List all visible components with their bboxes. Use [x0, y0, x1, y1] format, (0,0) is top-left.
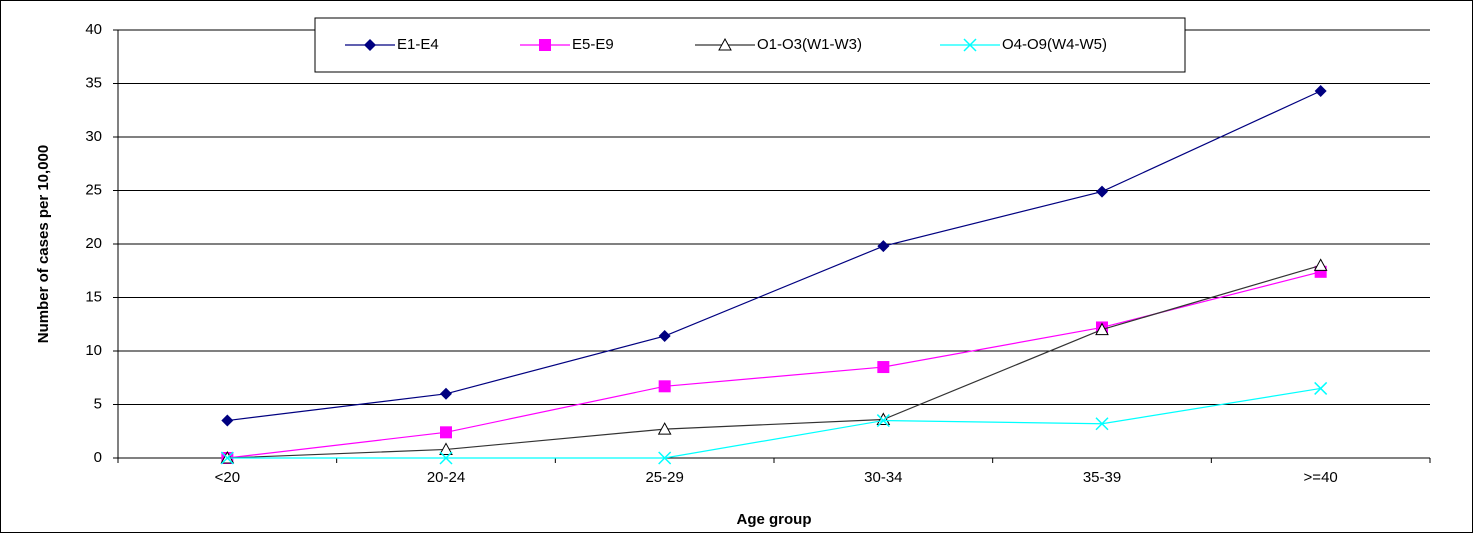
legend-label: E5-E9: [572, 36, 614, 53]
x-tick-label: 20-24: [427, 469, 465, 486]
y-tick-label: 15: [85, 288, 102, 305]
series-line: [227, 387, 1321, 459]
marker: [1096, 185, 1108, 198]
y-tick-label: 30: [85, 128, 102, 145]
marker: [440, 426, 452, 439]
marker: [1314, 381, 1328, 395]
marker: [657, 422, 672, 435]
y-tick-label: 0: [94, 449, 102, 466]
y-tick-label: 10: [85, 342, 102, 359]
legend-label: E1-E4: [397, 36, 439, 53]
marker: [1095, 417, 1109, 431]
marker: [439, 442, 453, 455]
marker: [439, 451, 453, 465]
marker: [658, 451, 672, 465]
marker: [877, 240, 890, 253]
marker: [364, 39, 376, 51]
marker: [876, 414, 890, 428]
marker: [220, 451, 234, 465]
marker: [221, 414, 234, 427]
marker: [1095, 322, 1109, 336]
y-tick-label: 25: [85, 181, 102, 198]
x-tick-label: <20: [215, 469, 240, 486]
marker: [963, 38, 977, 52]
x-tick-label: 25-29: [645, 469, 683, 486]
y-axis-title: Number of cases per 10,000: [35, 145, 52, 343]
marker: [1314, 84, 1327, 97]
marker: [539, 39, 551, 51]
series-line: [227, 90, 1321, 422]
series-line: [227, 264, 1321, 459]
x-tick-label: 35-39: [1083, 469, 1121, 486]
y-tick-label: 40: [85, 21, 102, 38]
y-tick-label: 5: [94, 395, 102, 412]
y-tick-label: 20: [85, 235, 102, 252]
legend-label: O1-O3(W1-W3): [757, 36, 862, 53]
marker: [1313, 258, 1328, 271]
x-tick-label: 30-34: [864, 469, 902, 486]
marker: [877, 361, 890, 374]
marker: [658, 330, 671, 343]
x-axis-title: Age group: [737, 511, 812, 528]
marker: [440, 387, 452, 400]
x-tick-label: >=40: [1304, 469, 1338, 486]
marker: [718, 37, 732, 51]
y-tick-label: 35: [85, 74, 102, 91]
series-line: [227, 271, 1321, 459]
legend-label: O4-O9(W4-W5): [1002, 36, 1107, 53]
marker: [876, 412, 891, 425]
marker: [658, 380, 671, 393]
